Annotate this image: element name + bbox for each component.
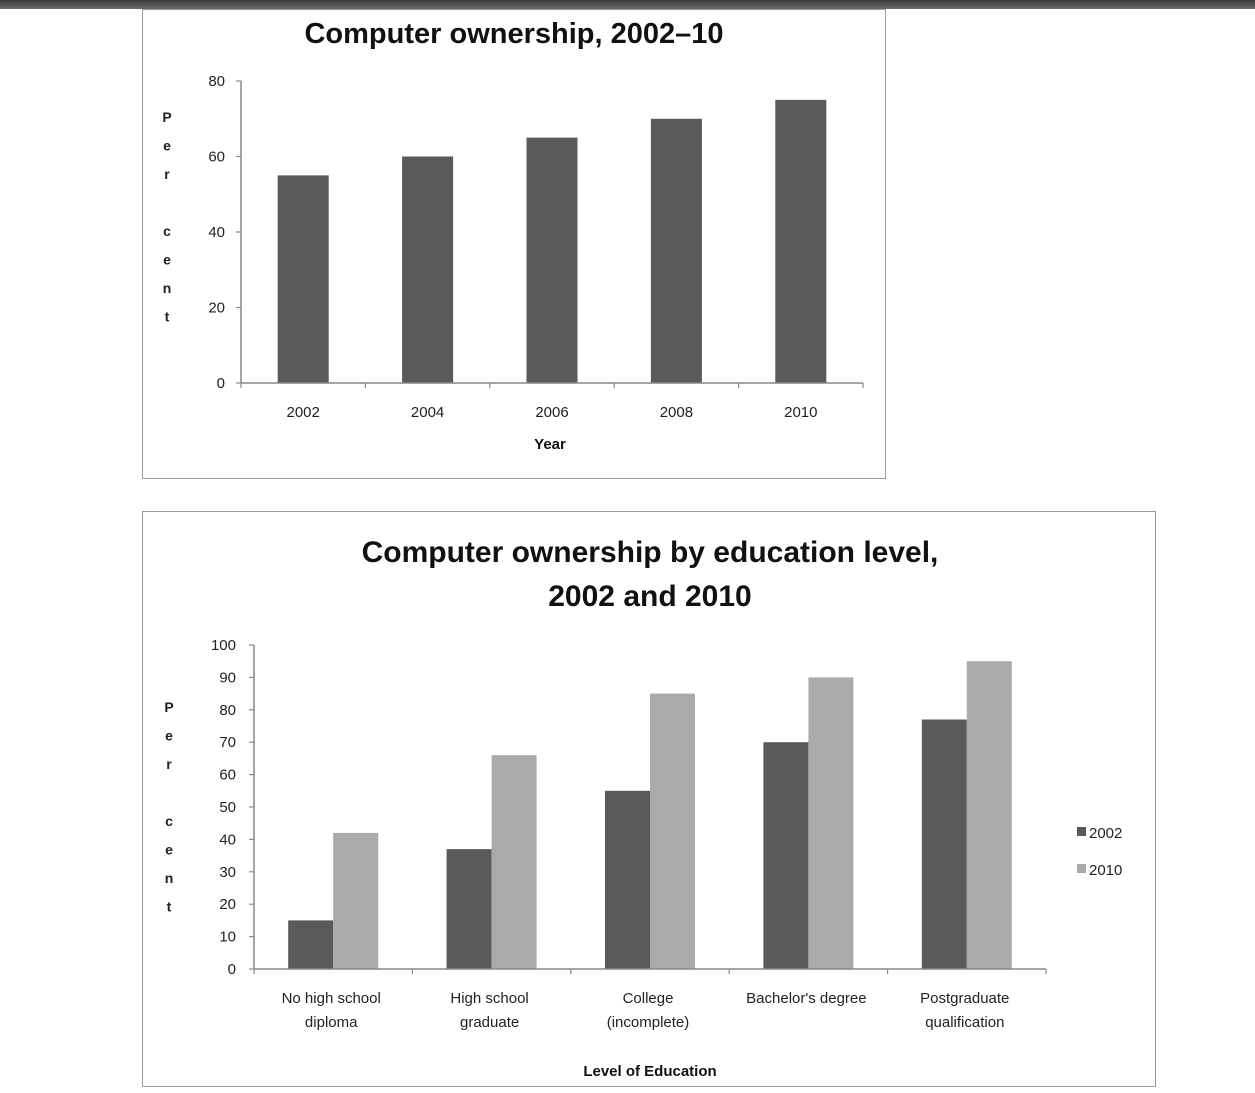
bars [277, 99, 827, 383]
x-tick-label: 2002 [287, 404, 320, 421]
bar-2002 [605, 790, 650, 969]
y-tick-label: 10 [219, 929, 236, 946]
y-tick-label: 80 [208, 73, 225, 90]
window-top-bar [0, 0, 1255, 9]
y-axis-title-letter: c [165, 813, 173, 829]
y-tick-label: 20 [219, 896, 236, 913]
y-axis-title-letter: n [163, 280, 172, 296]
y-axis-title-letter: c [163, 223, 171, 239]
y-tick-label: 40 [208, 224, 225, 241]
legend-swatch-2010 [1077, 864, 1086, 873]
x-tick-label: 2010 [784, 404, 817, 421]
x-axis-title: Year [534, 436, 566, 453]
y-tick-label: 100 [211, 637, 236, 654]
x-tick-label: diploma [305, 1014, 358, 1031]
bars [288, 661, 1012, 969]
chart-title-line-1: Computer ownership by education level, [362, 536, 939, 569]
axes [253, 645, 1047, 974]
x-tick-label: Postgraduate [920, 990, 1009, 1007]
chart-title: Computer ownership, 2002–10 [304, 18, 723, 50]
bar-2010 [333, 832, 379, 969]
y-tick-label: 40 [219, 831, 236, 848]
bar-2002 [763, 742, 809, 969]
legend-label-2010: 2010 [1089, 862, 1122, 879]
bar-2010 [650, 693, 695, 969]
bar-2010 [491, 755, 537, 969]
y-tick-label: 90 [219, 669, 236, 686]
y-tick-label: 30 [219, 864, 236, 881]
y-tick-label: 50 [219, 799, 236, 816]
x-tick-label: Bachelor's degree [746, 990, 866, 1007]
x-tick-label: qualification [925, 1014, 1004, 1031]
y-axis-title-letter: t [165, 309, 170, 325]
x-tick-label: 2008 [660, 404, 693, 421]
y-axis-title-letter: e [163, 252, 171, 268]
y-axis-title-letter: P [162, 109, 171, 125]
x-axis-ticks: 2002 2004 2006 2008 2010 [287, 404, 818, 421]
y-axis-title-letter: r [164, 166, 170, 182]
bar-2010 [966, 661, 1012, 969]
y-tick-label: 0 [217, 375, 225, 392]
x-tick-label: 2004 [411, 404, 444, 421]
bar-2002 [446, 849, 492, 969]
bar-2002 [288, 920, 334, 969]
x-tick-label: 2006 [535, 404, 568, 421]
y-axis-title-letter: e [165, 728, 173, 744]
bar-2010 [808, 677, 854, 969]
bar-2010 [775, 99, 827, 383]
bar-2008 [650, 118, 702, 383]
bar-2002 [921, 719, 967, 969]
legend-label-2002: 2002 [1089, 825, 1122, 842]
y-axis-title-letter: t [167, 899, 172, 915]
chart-ownership-by-education-frame: Computer ownership by education level, 2… [142, 511, 1156, 1087]
x-tick-label: College [623, 990, 674, 1007]
y-tick-label: 20 [208, 300, 225, 317]
y-axis-ticks: 0 10 20 30 40 50 60 70 80 90 100 [211, 637, 254, 978]
y-tick-label: 80 [219, 702, 236, 719]
chart-ownership-by-education: Computer ownership by education level, 2… [164, 536, 1122, 1080]
x-tick-label: No high school [282, 990, 381, 1007]
axes [240, 81, 864, 388]
x-tick-label: graduate [460, 1014, 519, 1031]
y-axis-ticks: 0 20 40 60 80 [208, 73, 241, 392]
y-axis-title-letter: r [166, 756, 172, 772]
legend-swatch-2002 [1077, 827, 1086, 836]
y-tick-label: 0 [228, 961, 236, 978]
y-tick-label: 70 [219, 734, 236, 751]
x-axis-ticks: No high school diploma High school graduate… [282, 990, 1010, 1031]
bar-2006 [526, 137, 578, 383]
y-axis-title-letter: n [165, 870, 174, 886]
bar-2002 [277, 175, 329, 383]
legend: 2002 2010 [1077, 825, 1122, 879]
y-axis-title-letter: e [163, 138, 171, 154]
y-tick-label: 60 [219, 767, 236, 784]
y-tick-label: 60 [208, 149, 225, 166]
x-axis-title: Level of Education [583, 1063, 716, 1080]
y-axis-title-letter: e [165, 842, 173, 858]
chart-title-line-2: 2002 and 2010 [548, 580, 751, 613]
x-tick-label: (incomplete) [607, 1014, 690, 1031]
x-tick-label: High school [450, 990, 528, 1007]
bar-2004 [402, 156, 454, 383]
y-axis-title-letter: P [164, 699, 173, 715]
